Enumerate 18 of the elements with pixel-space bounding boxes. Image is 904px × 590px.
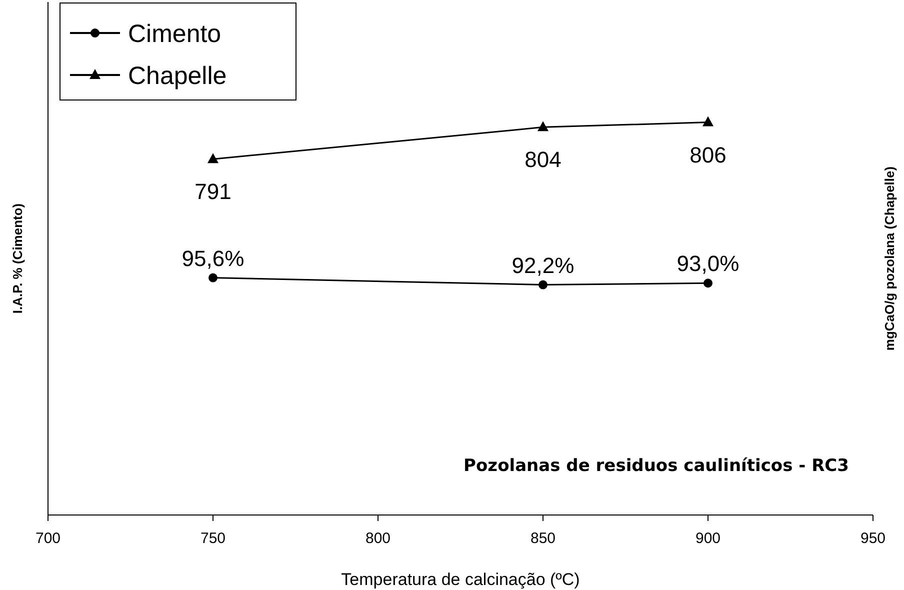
x-tick-label: 700	[35, 530, 61, 547]
data-label: 92,2%	[512, 252, 574, 278]
x-tick-label: 950	[860, 530, 886, 547]
x-tick-label: 900	[695, 530, 721, 547]
y2-axis-title: mgCaO/g pozolana (Chapelle)	[882, 166, 897, 351]
x-tick-label: 800	[365, 530, 391, 547]
data-label: 95,6%	[182, 246, 244, 271]
legend-label: Cimento	[128, 20, 222, 48]
x-tick-label: 750	[200, 530, 226, 547]
legend-label: Chapelle	[128, 62, 227, 90]
y-axis-title: I.A.P. % (Cimento)	[10, 203, 25, 314]
data-label: 806	[690, 142, 726, 168]
annotation: Pozolanas de residuos cauliníticos - RC3	[464, 456, 849, 476]
x-axis-title: Temperatura de calcinação (ºC)	[341, 570, 580, 589]
data-label: 804	[524, 147, 562, 172]
data-label: 791	[194, 179, 232, 204]
data-label: 93,0%	[676, 251, 740, 276]
x-tick-label: 850	[530, 530, 556, 547]
